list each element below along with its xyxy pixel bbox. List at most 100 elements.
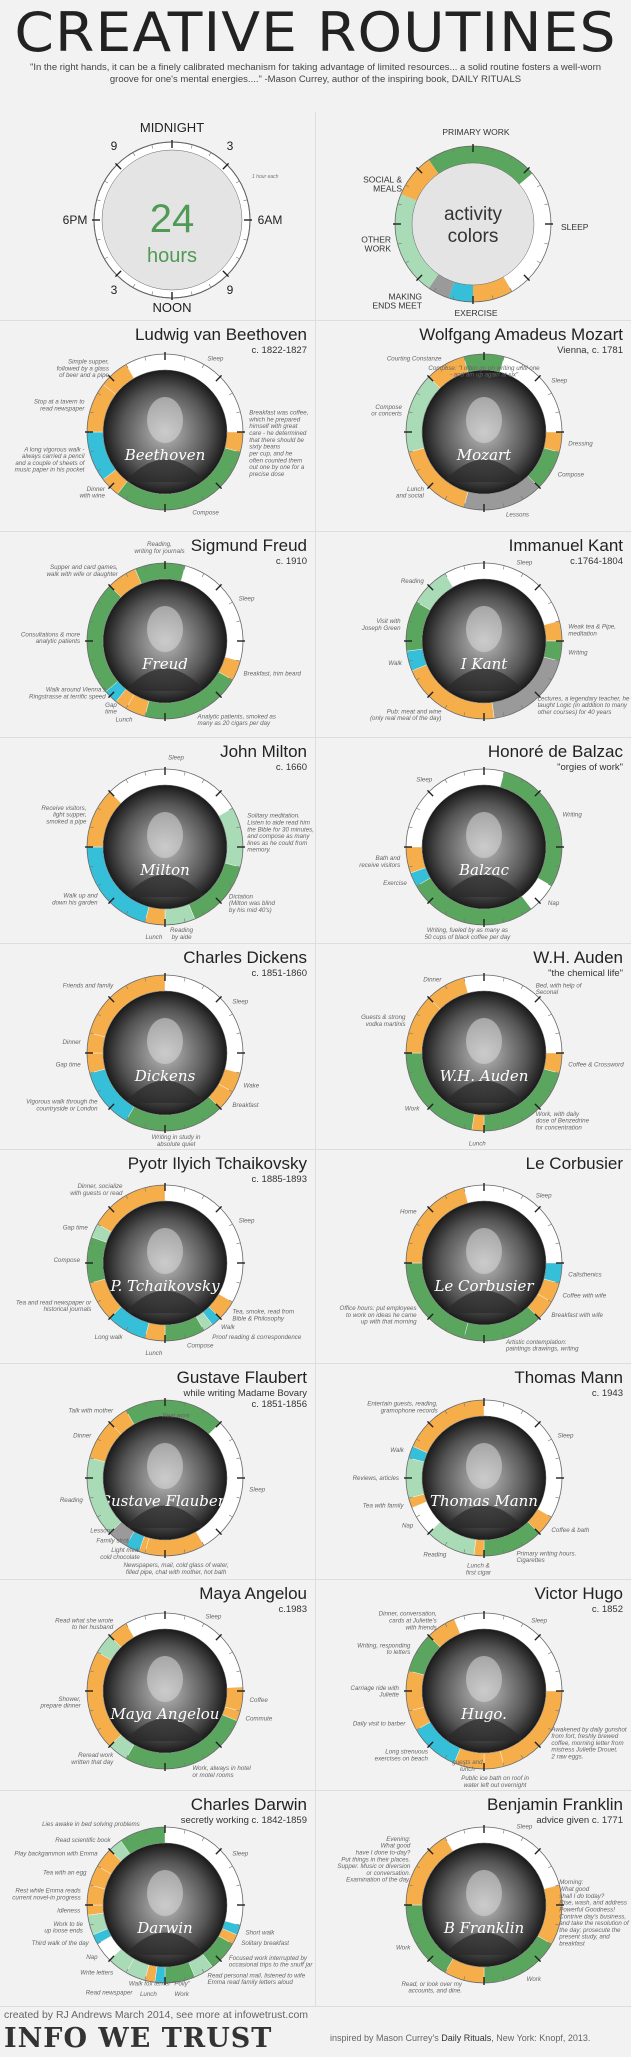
ring-inner-outline <box>102 578 228 704</box>
ring-inner-outline <box>102 1200 228 1326</box>
activity-label: Friends and family <box>63 983 114 990</box>
hour-tick <box>144 503 147 508</box>
hour-tick <box>228 392 233 396</box>
hour-tick <box>426 583 434 591</box>
person-period: c. 1660 <box>275 762 307 773</box>
signature: B Franklin <box>443 1919 524 1937</box>
activity-label: Bath and receive visitors <box>359 855 400 869</box>
hour-tick <box>228 1089 233 1093</box>
hour-tick <box>107 374 115 382</box>
portrait-body <box>125 1718 205 1741</box>
person-name: Gustave Flaubert <box>176 1368 307 1387</box>
ring-inner-outline <box>421 1200 547 1326</box>
segment-sleep <box>406 769 505 847</box>
activity-label: Read personal mail, listened to wife Emma… <box>208 1972 306 1986</box>
activity-label: Evening: What good have I done to-day? Put … <box>337 1836 411 1884</box>
activity-label: Nap <box>548 900 560 907</box>
segment-sleep <box>109 769 233 816</box>
legend-segment-primary_work <box>428 146 533 185</box>
hour-tick <box>415 274 423 282</box>
portrait-body <box>444 668 524 691</box>
activity-label: Walk <box>388 660 403 667</box>
hour-tick <box>408 1457 413 1460</box>
activity-label: Compose: "I often go on writing until on… <box>428 365 540 379</box>
activity-label: Third walk of the day <box>32 1940 90 1947</box>
hour-tick <box>183 565 186 570</box>
hour-tick <box>433 156 437 161</box>
activity-label: Sleep <box>239 1218 255 1225</box>
routine-clock: Hugo. Sleep Awakened by daily gunshot from … <box>351 1611 627 1789</box>
hour-tick <box>201 985 205 990</box>
activity-label: Home <box>400 1208 417 1215</box>
hour-tick <box>107 1847 115 1855</box>
hour-tick <box>201 495 205 500</box>
hour-tick <box>104 180 109 184</box>
hour-tick <box>236 865 241 868</box>
hour-tick <box>97 1299 102 1303</box>
routine-clock: W.H. Auden Bed, with help of Seconal Coffee… <box>361 973 624 1147</box>
hour-tick <box>89 1242 94 1245</box>
activity-label: Lunch and social <box>396 486 424 500</box>
hour-tick <box>547 1865 552 1869</box>
hour-tick <box>208 152 212 157</box>
activity-label: Dinner, conversation, cards at Juliette's… <box>379 1611 437 1632</box>
hour-tick <box>183 977 186 982</box>
hour-tick <box>125 1326 129 1331</box>
hour-tick <box>144 1762 147 1767</box>
activity-label: Primary writing hours. Cigarettes <box>517 1550 577 1564</box>
portrait-face <box>147 397 183 443</box>
hour-tick <box>463 1124 466 1129</box>
routine-panel: Milton Sleep Solitary meditation. Listen to… <box>0 738 316 943</box>
hour-tick <box>408 1242 413 1245</box>
hour-tick <box>547 1299 552 1303</box>
hour-tick <box>215 1528 223 1536</box>
portrait-face <box>466 1228 502 1274</box>
signature: W.H. Auden <box>440 1067 529 1085</box>
hour-tick <box>444 1623 448 1628</box>
hour-tick <box>215 1633 223 1641</box>
hour-tick <box>97 468 102 472</box>
activity-label: Guests & strong vodka martinis <box>361 1014 406 1028</box>
hour-tick <box>208 283 212 288</box>
hour-tick <box>144 1549 147 1554</box>
hour-tick <box>125 985 129 990</box>
activity-label: Read newspaper <box>86 1990 134 1997</box>
inspired-pre: inspired by Mason Currey's <box>330 2033 442 2043</box>
hour-tick <box>97 1223 102 1227</box>
hour-tick <box>520 364 524 369</box>
hour-tick <box>201 1837 205 1842</box>
hour-tick <box>89 1032 94 1035</box>
hour-tick <box>408 620 413 623</box>
person-period: c. 1822-1827 <box>251 345 307 356</box>
routine-row: Freud Sleep Breakfast, trim beard Analytic … <box>0 532 631 738</box>
hour-tick <box>125 1968 129 1973</box>
hour-tick <box>397 203 402 206</box>
routines-grid: Beethoven Sleep Breakfast was coffee, which… <box>0 321 631 2007</box>
hour-tick <box>534 1528 542 1536</box>
routine-clock: Darwin Sleep Short walk Solitary breakfast F… <box>12 1821 313 1998</box>
hour-tick <box>97 807 102 811</box>
hour-tick <box>125 364 129 369</box>
hour-tick <box>222 162 230 170</box>
ring-inner-outline <box>411 162 535 286</box>
activity-label: Consultations & more analytic patients <box>21 631 81 645</box>
clock-label-six_pm: 6PM <box>63 213 88 227</box>
activity-label: Walk around Vienna's Ringstrasse at terri… <box>29 687 106 701</box>
legend-segment-social <box>473 276 512 302</box>
activity-label: Simple supper, followed by a glass of beer… <box>57 358 110 379</box>
clock-label-h21: 9 <box>111 139 118 153</box>
hour-tick <box>463 918 466 923</box>
portrait-face <box>466 812 502 858</box>
hour-tick <box>408 1496 413 1499</box>
portrait-body <box>125 874 205 897</box>
portrait-body <box>125 668 205 691</box>
activity-label: Dinner with wine <box>79 486 105 500</box>
hour-tick <box>107 995 115 1003</box>
activity-label: Writing <box>568 649 588 656</box>
hour-tick <box>463 1187 466 1192</box>
hour-tick <box>502 565 505 570</box>
hour-tick <box>97 1941 102 1945</box>
hour-tick <box>544 242 549 245</box>
portrait-face <box>466 1443 502 1489</box>
activity-label: Writing, fueled by as many as 50 cups of … <box>425 927 512 941</box>
